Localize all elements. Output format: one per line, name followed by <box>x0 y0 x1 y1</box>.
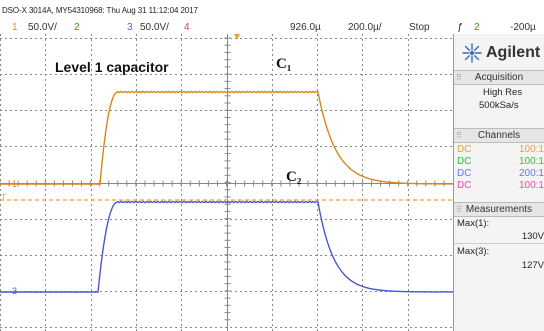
ch2-number[interactable]: 2 <box>74 22 80 33</box>
screen-label: Level 1 capacitor <box>55 59 169 75</box>
brand: Agilent <box>454 38 544 66</box>
channel-probe-ratio: 100:1 <box>518 180 544 191</box>
ch1-ground-marker[interactable]: 1 <box>12 179 18 189</box>
measurement-divider <box>454 243 544 244</box>
agilent-spark-icon <box>462 43 482 63</box>
right-sidebar: Agilent ⠿ Acquisition High Res 500kSa/s ⠿… <box>454 34 544 331</box>
ch3-number[interactable]: 3 <box>127 22 133 33</box>
measurement-label: Max(1): <box>457 218 490 229</box>
channel-probe-ratio: 100:1 <box>518 144 544 155</box>
acquisition-mode: High Res <box>483 87 523 98</box>
grip-icon: ⠿ <box>456 131 462 140</box>
ch3-scale[interactable]: 50.0V/ <box>140 22 169 33</box>
ch3-ground-marker[interactable]: 3 <box>12 286 18 296</box>
ch4-number[interactable]: 4 <box>184 22 190 33</box>
channel-row[interactable]: DC 100:1 <box>454 180 544 191</box>
c2-label: C₂ <box>286 169 302 185</box>
channel-coupling: DC <box>457 180 472 191</box>
ch1-waveform <box>0 90 453 185</box>
channel-coupling: DC <box>457 144 472 155</box>
time-delay[interactable]: 926.0µ <box>290 22 321 33</box>
measurement-value: 130V <box>521 231 544 242</box>
channels-title: Channels <box>477 130 521 141</box>
channel-row[interactable]: DC 200:1 <box>454 168 544 179</box>
channel-coupling: DC <box>457 168 472 179</box>
channel-row[interactable]: DC 100:1 <box>454 144 544 155</box>
channel-scale-row: 1 50.0V/ 2 3 50.0V/ 4 926.0µ 200.0µ/ Sto… <box>0 22 544 34</box>
ch1-scale[interactable]: 50.0V/ <box>28 22 57 33</box>
grip-icon: ⠿ <box>456 73 462 82</box>
run-state[interactable]: Stop <box>409 22 430 33</box>
waveform-svg <box>0 34 453 331</box>
instrument-title: DSO-X 3014A, MY54310968: Thu Aug 31 11:1… <box>2 6 198 15</box>
acquisition-title: Acquisition <box>474 72 524 83</box>
channel-coupling: DC <box>457 156 472 167</box>
channel-probe-ratio: 100:1 <box>518 156 544 167</box>
channels-header[interactable]: ⠿ Channels <box>454 128 544 143</box>
measurement-value: 127V <box>521 260 544 271</box>
channel-probe-ratio: 200:1 <box>518 168 544 179</box>
trigger-level[interactable]: -200µ <box>510 22 536 33</box>
timebase[interactable]: 200.0µ/ <box>348 22 382 33</box>
graticule-ticks <box>0 37 445 321</box>
trigger-edge-icon[interactable]: ƒ <box>457 22 463 33</box>
sample-rate: 500kSa/s <box>479 100 519 111</box>
waveform-display[interactable]: Level 1 capacitor C₁ C₂ 1 3 T <box>0 34 454 331</box>
measurements-title: Measurements <box>465 204 533 215</box>
trigger-position-marker[interactable] <box>234 34 240 40</box>
trigger-level-marker[interactable]: T <box>1 193 6 202</box>
grip-icon: ⠿ <box>456 205 462 214</box>
trigger-source[interactable]: 2 <box>474 22 480 33</box>
measurement-label: Max(3): <box>457 246 490 257</box>
acquisition-header[interactable]: ⠿ Acquisition <box>454 70 544 85</box>
ch1-number[interactable]: 1 <box>12 22 18 33</box>
brand-name: Agilent <box>486 44 541 61</box>
channel-row[interactable]: DC 100:1 <box>454 156 544 167</box>
ch3-waveform <box>0 200 453 293</box>
status-header: DSO-X 3014A, MY54310968: Thu Aug 31 11:1… <box>0 0 544 34</box>
c1-label: C₁ <box>276 56 292 72</box>
measurements-header[interactable]: ⠿ Measurements <box>454 202 544 217</box>
